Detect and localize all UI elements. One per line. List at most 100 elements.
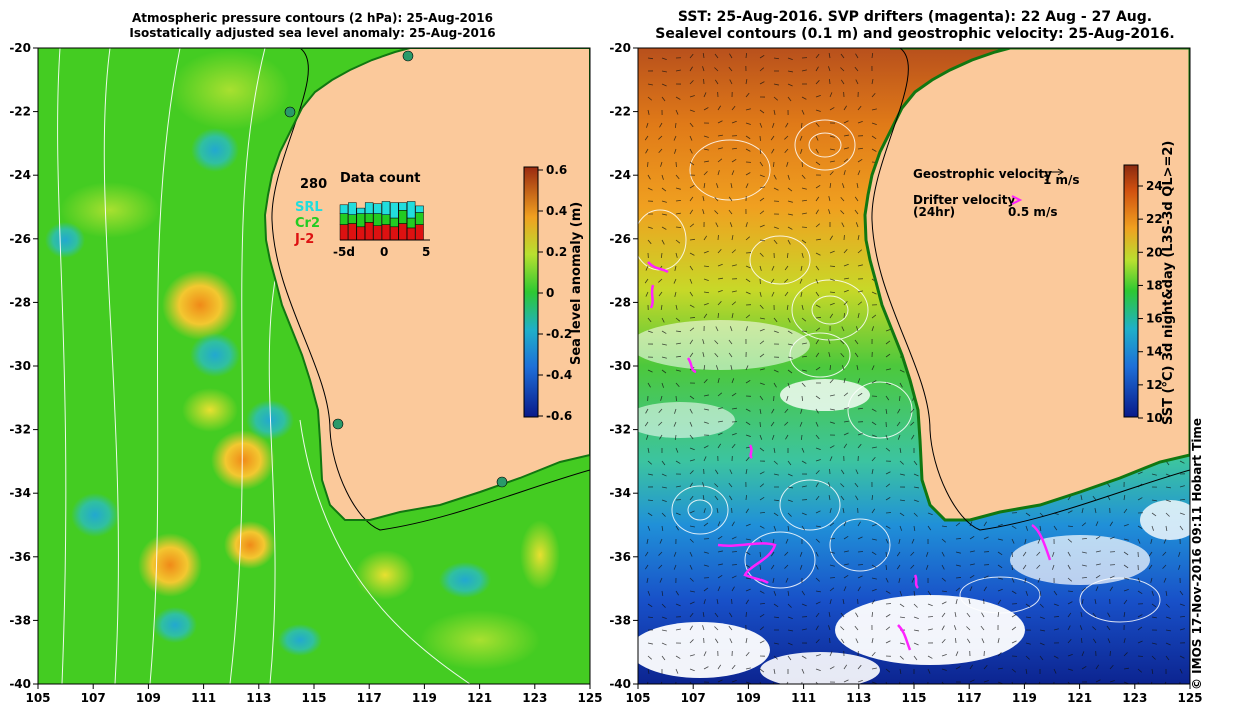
velocity-arrow [703,313,708,319]
velocity-arrow [1081,576,1088,579]
velocity-arrow [703,651,707,657]
drifter-velocity-arrow [1011,195,1023,205]
velocity-arrow [689,538,694,543]
velocity-arrow [703,250,709,254]
velocity-arrow [661,473,667,477]
velocity-arrow [689,601,695,605]
velocity-arrow [745,577,751,580]
velocity-arrow [801,109,805,115]
velocity-arrow [966,626,971,631]
velocity-arrow [885,328,891,332]
velocity-arrow [731,432,737,436]
velocity-arrow [913,473,919,477]
velocity-arrow [717,301,722,306]
inset-max-label: 280 [300,177,327,192]
velocity-arrow [717,392,723,397]
velocity-arrow [1081,522,1087,527]
velocity-arrow [787,356,793,359]
velocity-arrow [871,408,877,412]
velocity-arrow [913,655,918,661]
velocity-arrow [715,365,719,371]
velocity-arrow [1178,551,1181,557]
right-x-tick-label: 105 [625,691,650,705]
velocity-arrow [703,408,709,411]
velocity-arrow [1151,603,1157,608]
velocity-arrow [871,314,877,319]
velocity-arrow [770,551,775,557]
velocity-arrow [689,122,694,128]
velocity-arrow [714,210,719,215]
velocity-arrow [829,599,832,605]
velocity-arrow [815,639,820,644]
velocity-arrow [784,148,789,154]
left-panel-title: Atmospheric pressure contours (2 hPa): 2… [20,11,605,41]
velocity-arrow [717,420,723,423]
left-y-tick-label: -30 [9,359,31,373]
velocity-arrow [689,590,695,593]
velocity-arrow [646,681,649,684]
left-y-tick-label: -26 [9,232,31,246]
velocity-arrow [675,603,681,607]
velocity-arrow [759,434,763,440]
velocity-arrow [717,586,721,592]
velocity-arrow [647,525,651,531]
velocity-arrow [871,551,877,556]
inset-bar-cr2 [339,213,349,225]
velocity-arrow [745,172,751,176]
sst-colorbar-label: SST (°C) 3d night&day (L3S-3d QL>=2) [1161,141,1176,425]
velocity-arrow [899,642,905,645]
velocity-arrow [885,538,889,544]
velocity-arrow [1067,525,1074,528]
velocity-arrow [759,81,765,85]
velocity-arrow [717,158,723,163]
velocity-arrow [941,654,947,657]
velocity-arrow [855,495,859,501]
velocity-arrow [843,289,849,293]
velocity-arrow [675,525,679,531]
velocity-arrow [759,239,765,242]
velocity-arrow [1162,551,1167,556]
inset-bar-srl [364,202,374,214]
velocity-arrow [801,460,807,464]
velocity-arrow [786,252,789,259]
velocity-arrow [658,148,663,154]
velocity-arrow [983,575,989,579]
velocity-arrow [715,326,719,332]
velocity-arrow [646,577,649,583]
velocity-arrow [674,291,677,297]
velocity-arrow [843,443,848,449]
velocity-arrow [759,174,765,178]
velocity-arrow [703,445,709,449]
velocity-arrow [731,586,735,592]
velocity-arrow [689,654,695,657]
velocity-arrow [689,551,693,557]
velocity-arrow [997,667,1003,670]
velocity-arrow [1053,525,1058,531]
velocity-arrow [840,353,845,358]
velocity-arrow [913,460,918,466]
velocity-arrow [841,222,845,228]
inset-x-tick-2: 0 [380,245,388,259]
velocity-arrow [800,434,803,441]
velocity-arrow [1178,564,1181,570]
velocity-arrow [729,326,733,332]
velocity-arrow [1067,638,1072,644]
velocity-arrow [689,209,694,215]
velocity-arrow [801,161,803,168]
velocity-arrow [644,135,649,141]
velocity-arrow [772,681,775,684]
velocity-arrow [843,407,849,410]
velocity-arrow [1123,577,1129,580]
velocity-arrow [703,456,707,462]
velocity-arrow [941,639,946,644]
velocity-arrow [689,196,694,202]
inset-bar-srl [415,205,424,213]
velocity-arrow [1011,538,1015,544]
velocity-arrow [910,564,915,569]
velocity-arrow [1109,536,1115,540]
velocity-arrow [885,353,891,358]
inset-bar-cr2 [398,210,407,224]
velocity-arrow [731,392,737,397]
velocity-arrow [913,642,919,646]
velocity-arrow [689,327,695,332]
